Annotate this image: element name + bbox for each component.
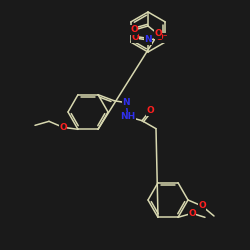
- Text: O: O: [188, 209, 196, 218]
- Text: O: O: [154, 30, 162, 38]
- Text: N: N: [122, 98, 130, 107]
- Text: O: O: [198, 202, 206, 210]
- Text: O: O: [131, 34, 139, 42]
- Text: N: N: [144, 36, 152, 44]
- Text: O: O: [146, 106, 154, 115]
- Text: NH: NH: [120, 112, 136, 121]
- Text: O: O: [130, 26, 138, 35]
- Text: O⁻: O⁻: [156, 34, 168, 42]
- Text: O: O: [59, 123, 67, 132]
